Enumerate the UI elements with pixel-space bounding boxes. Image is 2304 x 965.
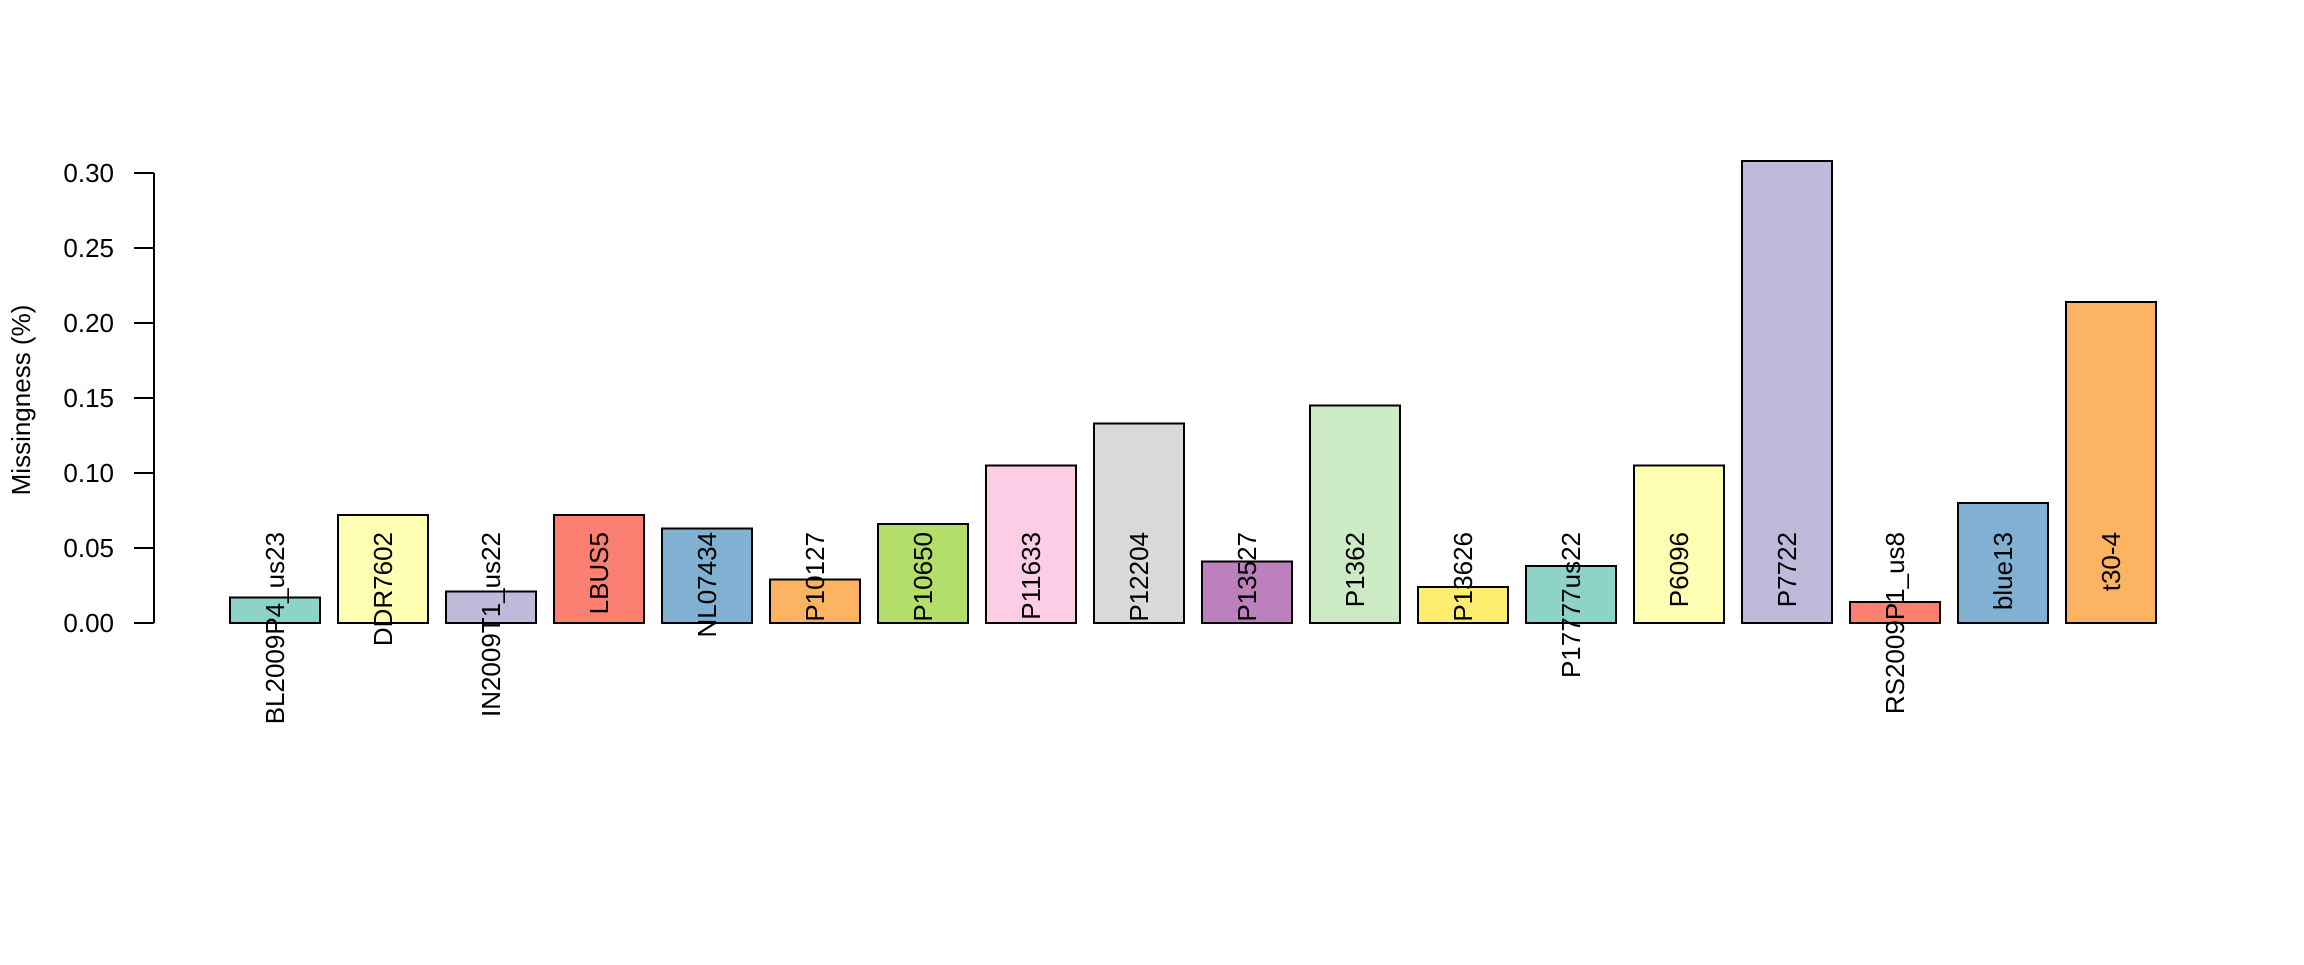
x-tick-label: P10127 <box>800 532 830 622</box>
y-tick-label: 0.10 <box>63 458 114 488</box>
bar-LBUS5 <box>553 514 645 624</box>
bar-DDR7602 <box>337 514 429 624</box>
x-tick-label: RS2009P1_us8 <box>1880 532 1910 714</box>
bar-P13527 <box>1201 560 1293 624</box>
bar-P6096 <box>1633 464 1725 624</box>
x-tick-label: P7722 <box>1772 532 1802 607</box>
bars <box>229 160 2157 624</box>
bar-P13626 <box>1417 586 1509 624</box>
bar-blue13 <box>1957 502 2049 624</box>
x-tick-label: IN2009T1_us22 <box>476 532 506 717</box>
y-tick-label: 0.00 <box>63 608 114 638</box>
x-tick-label: P13527 <box>1232 532 1262 622</box>
x-tick-label: P13626 <box>1448 532 1478 622</box>
x-tick-label: P17777us22 <box>1556 532 1586 678</box>
bar-BL2009P4_us23 <box>229 596 321 624</box>
bar-P10127 <box>769 578 861 624</box>
x-tick-label: P12204 <box>1124 532 1154 622</box>
x-tick-label: BL2009P4_us23 <box>260 532 290 724</box>
x-tick-label: DDR7602 <box>368 532 398 646</box>
x-tick-label: NL07434 <box>692 532 722 638</box>
y-tick-label: 0.05 <box>63 533 114 563</box>
y-tick-label: 0.20 <box>63 308 114 338</box>
bar-NL07434 <box>661 527 753 624</box>
bar-P10650 <box>877 523 969 624</box>
x-tick-label: P11633 <box>1016 532 1046 620</box>
bar-IN2009T1_us22 <box>445 590 537 624</box>
bar-P17777us22 <box>1525 565 1617 624</box>
x-tick-label: blue13 <box>1988 532 2018 610</box>
x-tick-label: t30-4 <box>2096 532 2126 591</box>
y-tick-label: 0.25 <box>63 233 114 263</box>
y-tick-label: 0.15 <box>63 383 114 413</box>
x-tick-label: P10650 <box>908 532 938 622</box>
bar-P12204 <box>1093 422 1185 624</box>
x-tick-labels: BL2009P4_us23 DDR7602 IN2009T1_us22 LBUS5 NL… <box>260 532 2126 724</box>
bar-P1362 <box>1309 404 1401 624</box>
bar-P7722 <box>1741 160 1833 624</box>
y-tick-label: 0.30 <box>63 158 114 188</box>
bar-RS2009P1_us8 <box>1849 601 1941 624</box>
y-axis-label: Missingness (%) <box>6 305 36 496</box>
x-tick-label: P1362 <box>1340 532 1370 607</box>
bar-P11633 <box>985 464 1077 624</box>
bar-t30-4 <box>2065 301 2157 624</box>
x-tick-label: LBUS5 <box>584 532 614 614</box>
y-axis: 0.00 0.05 0.10 0.15 0.20 0.25 0.30 <box>63 158 155 638</box>
x-tick-label: P6096 <box>1664 532 1694 607</box>
